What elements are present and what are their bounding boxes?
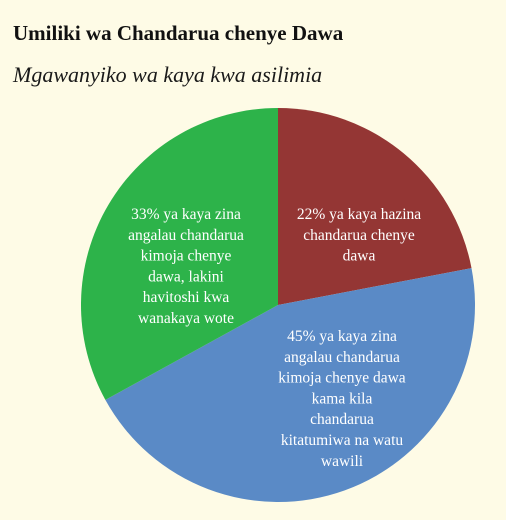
- slice-label-line: kitatumiwa na watu: [281, 432, 403, 449]
- slice-label-line: chandarua: [310, 411, 374, 428]
- slice-label-line: angalau chandarua: [128, 227, 244, 244]
- slice-label: 45% ya kaya zina angalau chandarua kimoja …: [278, 328, 406, 470]
- slice-label-line: angalau chandarua: [284, 349, 400, 366]
- slice-label-line: wanakaya wote: [138, 310, 234, 327]
- chart-subtitle: Mgawanyiko wa kaya kwa asilimia: [13, 62, 323, 87]
- slice-label-line: 22% ya kaya hazina: [297, 206, 421, 223]
- slice-label: 22% ya kaya hazina chandarua chenye dawa: [297, 206, 421, 265]
- slice-label-line: 33% ya kaya zina: [131, 206, 241, 223]
- slice-label-line: kama kila: [312, 390, 373, 407]
- pie-slice: [278, 108, 472, 305]
- slice-label-line: dawa: [343, 248, 376, 265]
- slice-label-line: kimoja chenye: [141, 248, 232, 265]
- chart-title: Umiliki wa Chandarua chenye Dawa: [13, 21, 344, 45]
- slice-label-line: havitoshi kwa: [143, 289, 230, 306]
- pie-slice: [80, 107, 278, 400]
- slice-label-line: chandarua chenye: [303, 227, 415, 244]
- slice-label-line: kimoja chenye dawa: [278, 370, 406, 387]
- slice-label-line: wawili: [321, 453, 364, 470]
- slice-label-line: dawa, lakini: [148, 268, 224, 285]
- slice-label-line: 45% ya kaya zina: [287, 328, 397, 345]
- pie-slice: [105, 268, 475, 502]
- slice-label: 33% ya kaya zina angalau chandarua kimoja …: [128, 206, 244, 327]
